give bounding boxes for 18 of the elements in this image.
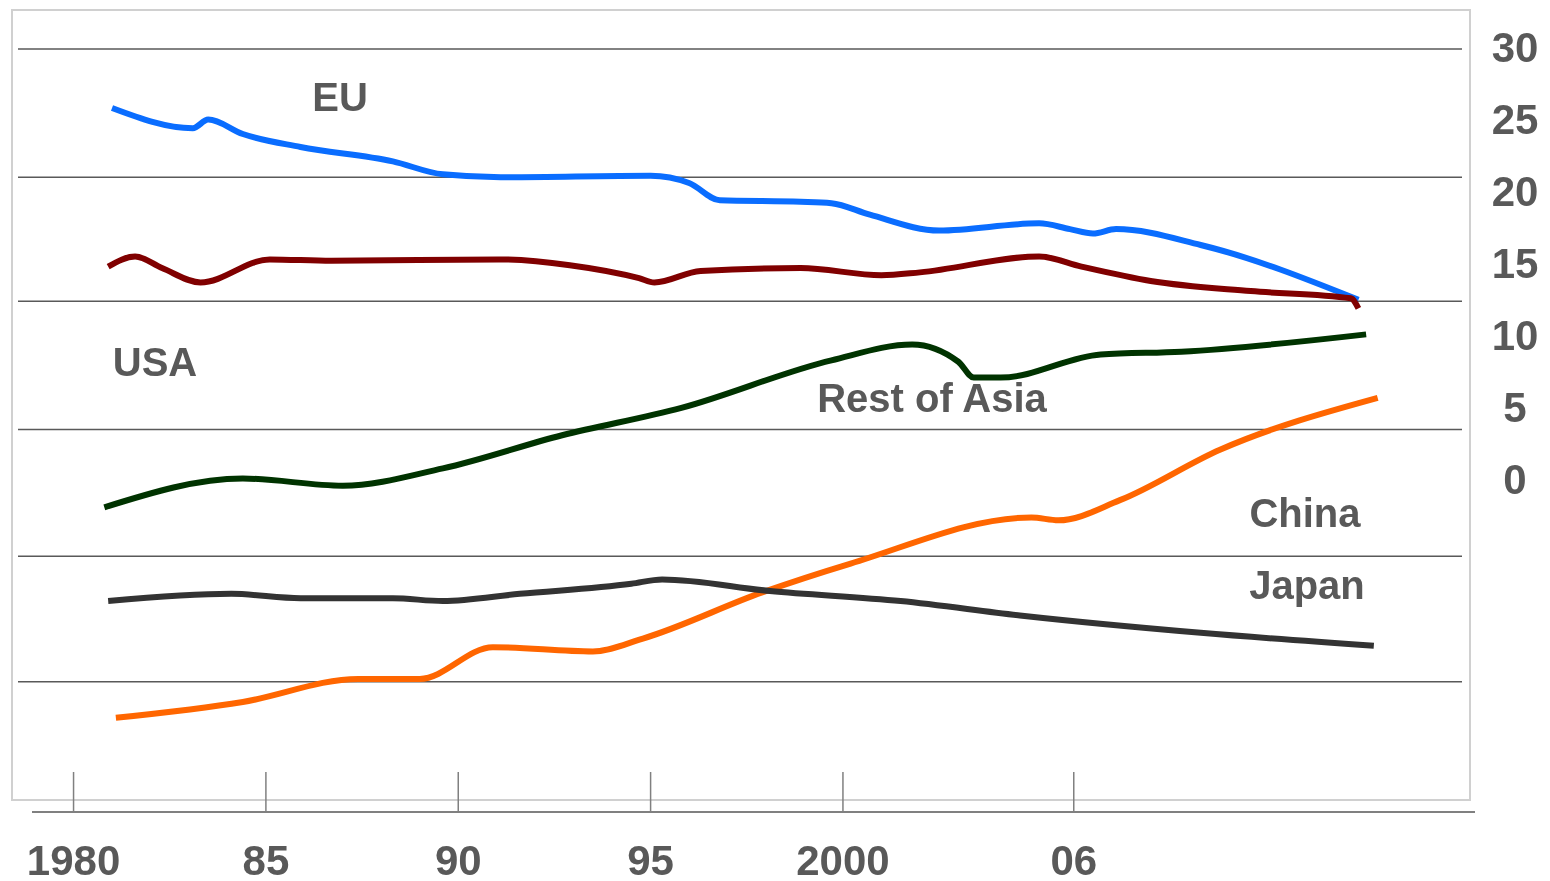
y-tick-label: 10 bbox=[1491, 312, 1539, 360]
x-tick-label: 06 bbox=[1050, 836, 1098, 881]
series-label: EU bbox=[312, 75, 368, 119]
x-tick-label: 95 bbox=[627, 836, 674, 881]
series-label: Rest of Asia bbox=[817, 376, 1048, 420]
y-tick-label: 15 bbox=[1491, 240, 1539, 288]
y-tick-label: 0 bbox=[1503, 456, 1527, 504]
series-label: Japan bbox=[1249, 563, 1365, 607]
x-tick-label: 1980 bbox=[26, 836, 121, 881]
y-tick-label: 20 bbox=[1491, 168, 1539, 216]
y-tick-label: 25 bbox=[1491, 96, 1539, 144]
x-tick-label: 85 bbox=[242, 836, 290, 881]
x-tick-label: 90 bbox=[434, 836, 482, 881]
series-label: China bbox=[1249, 491, 1362, 535]
y-tick-label: 5 bbox=[1503, 384, 1527, 432]
series-label: USA bbox=[112, 340, 198, 384]
y-tick-label: 30 bbox=[1491, 23, 1539, 71]
x-tick-label: 2000 bbox=[796, 836, 890, 881]
